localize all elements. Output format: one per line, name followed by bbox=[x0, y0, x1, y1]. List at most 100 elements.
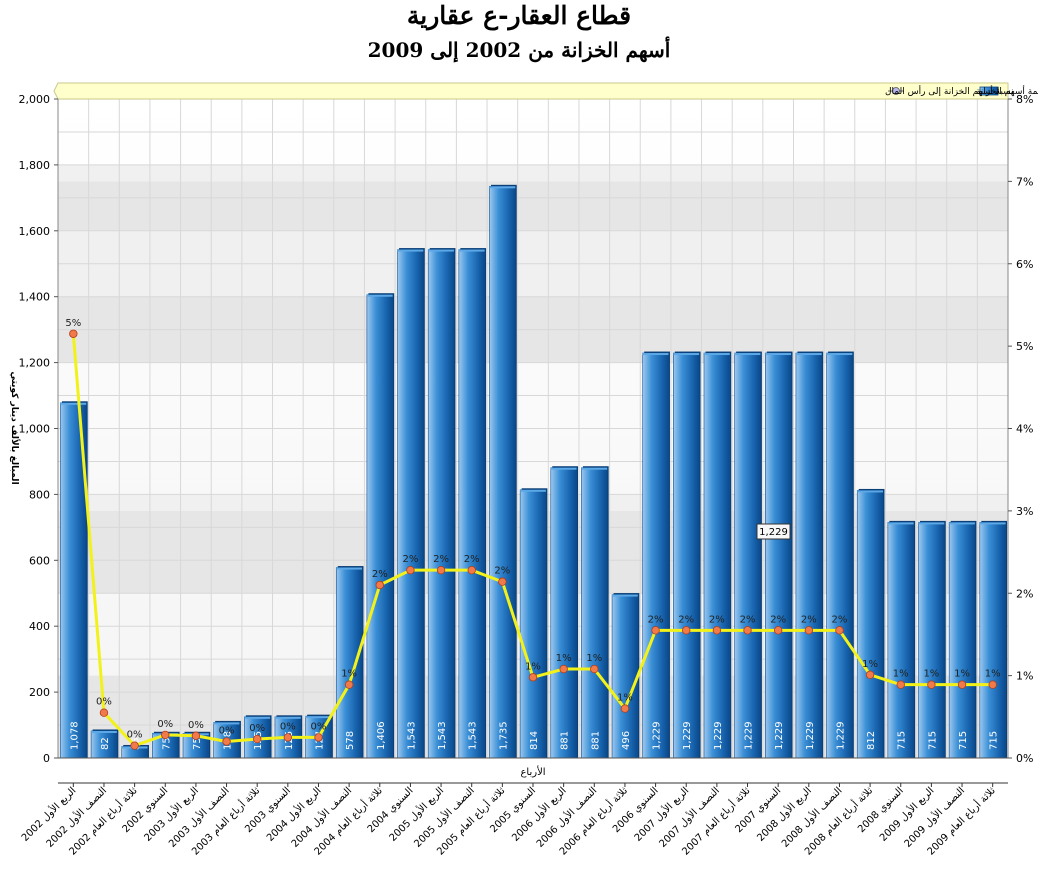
line-point bbox=[191, 731, 201, 740]
bar-top bbox=[612, 594, 638, 597]
line-point bbox=[804, 626, 814, 635]
bar bbox=[918, 522, 945, 759]
line-point-label: 2% bbox=[740, 614, 756, 625]
line-point bbox=[712, 626, 722, 635]
line-point bbox=[222, 737, 231, 746]
line-point-label: 1% bbox=[862, 659, 878, 670]
line-point-label: 2% bbox=[801, 614, 817, 625]
line-point bbox=[375, 580, 384, 590]
tooltip-box bbox=[756, 523, 791, 540]
line-point bbox=[988, 680, 997, 689]
bar-value-label: 1,543 bbox=[437, 721, 448, 750]
bar-top bbox=[704, 353, 730, 356]
bar bbox=[60, 402, 87, 759]
bar-top bbox=[305, 716, 332, 719]
bar-value-label: 1,543 bbox=[468, 721, 479, 750]
bar bbox=[366, 294, 393, 759]
bar bbox=[489, 186, 516, 759]
tooltip-text: 1,229 bbox=[759, 527, 788, 538]
line-point bbox=[69, 329, 78, 338]
bar-top bbox=[366, 294, 393, 297]
bar bbox=[427, 249, 455, 759]
category-label: الربع الأول 2003 bbox=[141, 784, 201, 844]
y-tick-label: 800 bbox=[29, 488, 50, 501]
bar-top bbox=[857, 490, 883, 493]
bar-value-label: 75 bbox=[161, 737, 172, 750]
legend-label-bar: قيمة أسهم الخزانة bbox=[976, 85, 1038, 97]
y2-tick-label: 4% bbox=[1016, 423, 1033, 436]
bar-value-label: 578 bbox=[345, 731, 356, 750]
line-point-label: 1% bbox=[525, 661, 541, 672]
line-point-label: 2% bbox=[433, 554, 449, 565]
bar bbox=[519, 489, 547, 759]
bar-value-label: 1,078 bbox=[69, 721, 80, 750]
bar bbox=[550, 467, 577, 759]
line-point-label: 2% bbox=[464, 554, 480, 565]
y2-tick-label: 2% bbox=[1016, 587, 1033, 600]
bar bbox=[458, 249, 485, 759]
bar-value-label: 715 bbox=[958, 731, 969, 750]
plot-band bbox=[58, 181, 1008, 231]
line-point-label: 1% bbox=[586, 653, 602, 664]
bar-top bbox=[91, 730, 117, 733]
bar-value-label: 1,406 bbox=[376, 721, 387, 750]
bar-value-label: 1,229 bbox=[744, 721, 755, 750]
chart-title: قطاع العقار-ع عقارية bbox=[406, 1, 632, 30]
y-tick-label: 1,000 bbox=[19, 423, 51, 436]
y2-tick-label: 7% bbox=[1016, 175, 1033, 188]
bar-top bbox=[458, 249, 485, 252]
bar-top bbox=[489, 186, 516, 189]
bar-value-label: 715 bbox=[897, 731, 908, 750]
line-point-label: 2% bbox=[372, 569, 388, 580]
bar-top bbox=[642, 353, 669, 356]
bar-top bbox=[949, 522, 975, 525]
y-tick-label: 200 bbox=[29, 686, 50, 699]
line-point bbox=[651, 626, 660, 635]
line-point bbox=[896, 680, 905, 689]
bar-top bbox=[244, 716, 271, 719]
line-point bbox=[865, 670, 875, 680]
line-point bbox=[314, 733, 323, 742]
bar-top bbox=[336, 567, 362, 570]
bar bbox=[948, 522, 976, 759]
bar-value-label: 1,229 bbox=[835, 721, 846, 750]
bar-value-label: 812 bbox=[866, 731, 877, 750]
y-tick-label: 0 bbox=[43, 752, 50, 765]
legend-label-line: نسبة أسهم الخزانة إلى رأس المال bbox=[885, 85, 1014, 97]
line-point-label: 1% bbox=[923, 669, 939, 680]
line-point bbox=[467, 565, 476, 575]
line-point-label: 2% bbox=[678, 614, 694, 625]
bar bbox=[397, 249, 424, 759]
line-point-label: 1% bbox=[556, 653, 572, 664]
line-point bbox=[252, 734, 262, 744]
y2-tick-label: 3% bbox=[1016, 505, 1033, 518]
line-point-label: 0% bbox=[157, 719, 173, 730]
bar bbox=[642, 352, 669, 759]
bar-top bbox=[60, 402, 87, 405]
bar-value-label: 1,229 bbox=[713, 721, 724, 750]
bar bbox=[673, 352, 700, 759]
chart-subtitle: أسهم الخزانة من 2002 إلى 2009 bbox=[367, 38, 671, 62]
line-point bbox=[927, 680, 936, 689]
line-point bbox=[559, 664, 568, 674]
line-point-label: 0% bbox=[96, 697, 112, 708]
y2-tick-label: 1% bbox=[1016, 670, 1033, 683]
bar-top bbox=[765, 353, 792, 356]
y-tick-label: 2,000 bbox=[19, 93, 51, 106]
category-label: الربع الأول 2007 bbox=[631, 784, 691, 844]
line-point bbox=[835, 626, 844, 635]
line-point bbox=[344, 680, 354, 689]
bar bbox=[856, 490, 884, 759]
legend-bar-swatch bbox=[979, 86, 999, 96]
line-point-label: 0% bbox=[311, 721, 327, 732]
bar-top bbox=[826, 353, 853, 356]
line-point-label: 1% bbox=[893, 669, 909, 680]
y2-tick-label: 5% bbox=[1016, 340, 1033, 353]
bar bbox=[335, 567, 363, 759]
bar-top bbox=[795, 353, 822, 356]
line-point-label: 1% bbox=[954, 669, 970, 680]
category-label: الربع الأول 2006 bbox=[509, 784, 569, 844]
line-point bbox=[743, 626, 752, 635]
bar-top bbox=[673, 353, 700, 356]
line-point bbox=[682, 626, 691, 635]
